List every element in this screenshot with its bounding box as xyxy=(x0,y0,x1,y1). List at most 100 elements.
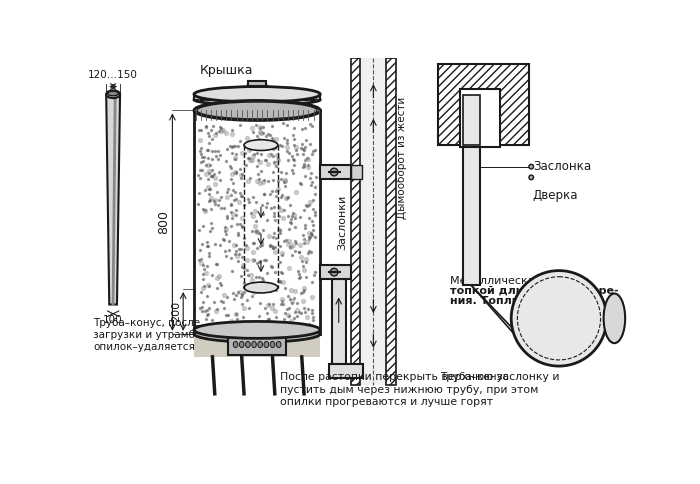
Point xyxy=(241,244,253,252)
Point xyxy=(241,257,253,264)
Point xyxy=(261,309,272,317)
Point xyxy=(303,247,314,255)
Point xyxy=(269,203,280,211)
Point xyxy=(268,229,279,237)
Point xyxy=(234,250,245,257)
Point xyxy=(268,145,279,152)
Point xyxy=(251,121,262,129)
Point xyxy=(295,254,307,261)
Point xyxy=(261,199,272,207)
Point xyxy=(247,257,258,264)
Point xyxy=(253,273,265,281)
Point xyxy=(207,122,218,130)
Text: Крышка: Крышка xyxy=(199,64,253,77)
Point xyxy=(238,304,249,312)
Point xyxy=(204,196,216,203)
Point xyxy=(309,183,321,191)
Point xyxy=(204,282,215,290)
Point xyxy=(276,143,287,151)
Point xyxy=(221,193,232,201)
Point xyxy=(287,242,298,249)
Point xyxy=(211,305,223,313)
Point xyxy=(304,233,315,241)
Point xyxy=(246,271,257,279)
Point xyxy=(299,239,310,247)
Point xyxy=(284,312,295,319)
Point xyxy=(196,153,207,161)
Point xyxy=(304,201,315,209)
Text: Заслонки: Заслонки xyxy=(337,195,346,250)
Point xyxy=(238,279,249,287)
Point xyxy=(257,201,268,209)
Point xyxy=(253,229,265,237)
Point xyxy=(288,141,300,149)
Point xyxy=(242,154,253,162)
Point xyxy=(236,272,247,280)
Point xyxy=(294,179,305,187)
Point xyxy=(260,257,272,264)
Point xyxy=(295,213,306,221)
Bar xyxy=(248,81,266,86)
Point xyxy=(305,229,316,237)
Point xyxy=(215,127,226,135)
Point xyxy=(243,304,254,312)
Point xyxy=(286,299,297,306)
Point xyxy=(196,150,207,158)
Point xyxy=(239,288,250,296)
Point xyxy=(216,281,227,289)
Point xyxy=(238,234,249,242)
Ellipse shape xyxy=(603,293,625,343)
Point xyxy=(276,268,287,275)
Point xyxy=(252,259,263,267)
Point xyxy=(247,240,258,247)
Point xyxy=(206,225,218,232)
Point xyxy=(193,324,204,332)
Point xyxy=(201,161,212,168)
Point xyxy=(267,122,278,130)
Point xyxy=(249,208,260,215)
Point xyxy=(209,196,220,204)
Point xyxy=(272,185,284,193)
Point xyxy=(242,286,253,293)
Ellipse shape xyxy=(106,91,120,98)
Point xyxy=(218,304,230,312)
Point xyxy=(298,286,309,293)
Point xyxy=(276,269,288,277)
Point xyxy=(253,312,265,320)
Point xyxy=(237,291,248,299)
Point xyxy=(225,254,237,261)
Point xyxy=(279,237,290,244)
Point xyxy=(263,301,274,309)
Point xyxy=(223,247,234,255)
Point xyxy=(260,321,271,329)
Point xyxy=(227,126,238,134)
Point xyxy=(221,293,232,301)
Point xyxy=(267,168,279,176)
Point xyxy=(304,121,316,128)
Point xyxy=(206,172,217,180)
Point xyxy=(280,195,291,202)
Point xyxy=(198,282,209,290)
Point xyxy=(225,191,237,199)
Point xyxy=(252,132,263,140)
Point xyxy=(209,174,220,182)
Ellipse shape xyxy=(194,87,321,102)
Point xyxy=(210,131,221,139)
Point xyxy=(211,130,222,137)
Point xyxy=(305,169,316,177)
Point xyxy=(257,227,268,234)
Point xyxy=(253,135,264,143)
Point xyxy=(296,257,307,265)
Point xyxy=(214,241,225,249)
Point xyxy=(246,292,258,300)
Point xyxy=(285,218,296,226)
Point xyxy=(206,172,217,180)
Point xyxy=(228,197,239,204)
Point xyxy=(211,274,223,282)
Point xyxy=(202,292,213,300)
Point xyxy=(301,255,312,263)
Point xyxy=(235,171,246,179)
Point xyxy=(307,231,318,239)
Point xyxy=(286,251,297,259)
Point xyxy=(267,244,279,252)
